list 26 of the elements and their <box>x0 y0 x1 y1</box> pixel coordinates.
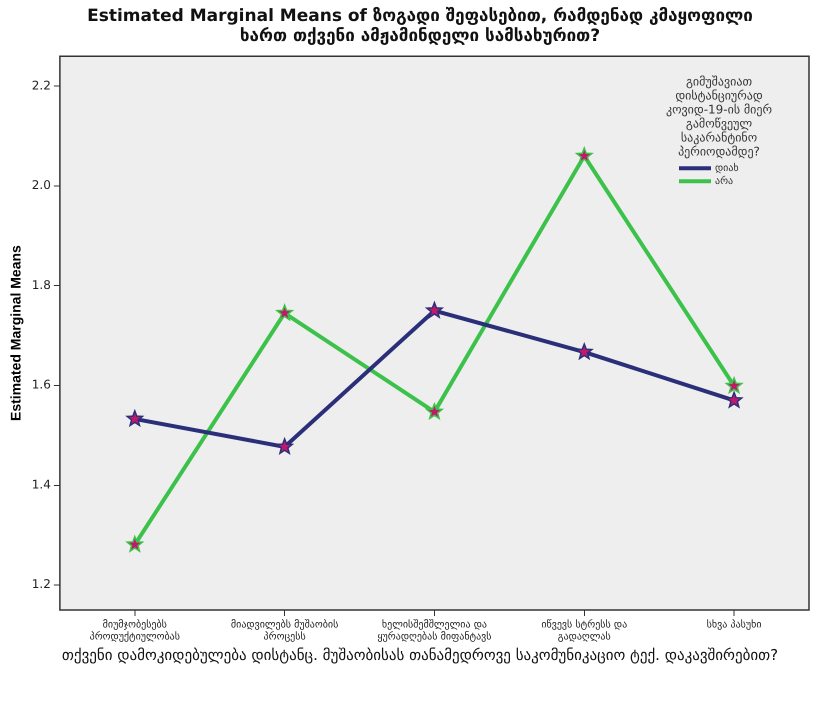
point <box>576 343 593 360</box>
legend-label: არა <box>715 174 734 187</box>
y-tick-label: 1.8 <box>32 278 51 292</box>
x-tick-label: სხვა პასუხი <box>706 618 762 631</box>
y-tick-label: 2.0 <box>32 178 51 192</box>
chart-title: Estimated Marginal Means of ზოგადი შეფასებით, რამდენად კმაყოფილი ხართ თქვენი ამჟამინდელი სამსახურით? <box>86 6 754 46</box>
point <box>426 302 443 318</box>
point <box>726 377 742 394</box>
x-tick-label: მიუმჯობესებს პროდუქტიულობას <box>90 618 180 643</box>
point <box>276 304 293 320</box>
point <box>726 392 742 408</box>
x-tick-label: მიადვილებს მუშაობის პროცესს <box>230 618 338 643</box>
x-tick-label: იწვევს სტრესს და გადაღლას <box>541 618 628 643</box>
point <box>126 536 144 552</box>
y-tick-label: 1.4 <box>32 477 51 492</box>
legend-label: დიახ <box>715 162 739 174</box>
y-tick-label: 1.6 <box>32 378 51 392</box>
y-tick-label: 1.2 <box>32 577 51 592</box>
y-axis-title: Estimated Marginal Means <box>7 244 24 422</box>
x-tick-label: ხელისშემშლელია და ყურადღებას მიფანტავს <box>377 618 492 643</box>
point <box>126 410 144 426</box>
legend-title: გიმუშავიათ დისტანციურად კოვიდ-19-ის მიერ გამოწვეულ საკარანტინო პერიოდამდე? <box>666 74 772 158</box>
x-axis-title: თქვენი დამოკიდებულება დისტანც. მუშაობისას თანამედროვე საკომუნიკაციო ტექ. დაკავშირებით? <box>60 646 780 664</box>
y-tick-label: 2.2 <box>32 78 51 92</box>
point <box>426 403 443 420</box>
point <box>276 438 293 454</box>
